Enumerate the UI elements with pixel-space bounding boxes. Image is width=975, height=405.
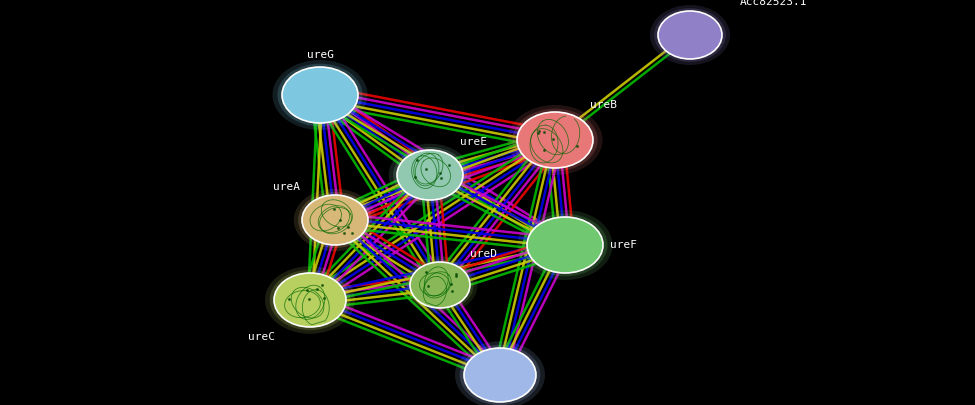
Ellipse shape (272, 60, 368, 130)
Ellipse shape (527, 217, 603, 273)
Ellipse shape (397, 150, 463, 200)
Text: ureG: ureG (306, 50, 333, 60)
Ellipse shape (407, 259, 474, 311)
Ellipse shape (654, 8, 725, 62)
Ellipse shape (459, 345, 540, 405)
Ellipse shape (658, 11, 722, 59)
Ellipse shape (464, 348, 536, 402)
Ellipse shape (513, 109, 598, 171)
Ellipse shape (298, 192, 371, 248)
Ellipse shape (278, 64, 363, 126)
Ellipse shape (410, 262, 470, 308)
Ellipse shape (389, 144, 471, 206)
Text: ureD: ureD (470, 249, 497, 259)
Ellipse shape (518, 210, 612, 280)
Ellipse shape (517, 112, 593, 168)
Text: ureE: ureE (460, 137, 487, 147)
Ellipse shape (393, 147, 467, 203)
Ellipse shape (508, 105, 603, 175)
Ellipse shape (274, 273, 346, 327)
Text: ureF: ureF (610, 240, 637, 250)
Ellipse shape (302, 195, 368, 245)
Text: ureB: ureB (590, 100, 617, 110)
Ellipse shape (403, 256, 478, 314)
Ellipse shape (650, 5, 730, 65)
Ellipse shape (282, 67, 358, 123)
Text: ureC: ureC (248, 332, 275, 342)
Ellipse shape (455, 341, 545, 405)
Ellipse shape (293, 189, 376, 251)
Text: ureA: ureA (273, 182, 300, 192)
Text: Acc82523.1: Acc82523.1 (740, 0, 807, 7)
Ellipse shape (270, 270, 350, 330)
Ellipse shape (523, 214, 607, 276)
Ellipse shape (265, 266, 355, 334)
